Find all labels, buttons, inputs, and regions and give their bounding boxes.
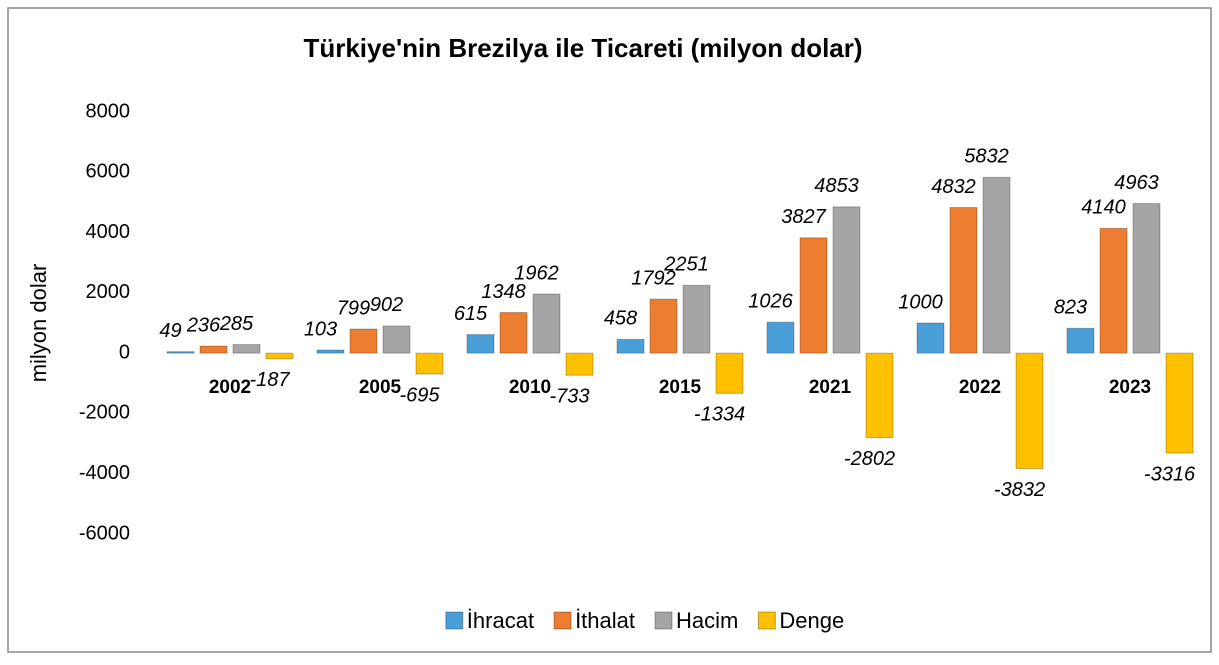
y-tick-label: 0 bbox=[119, 341, 130, 363]
bar bbox=[715, 352, 744, 394]
data-label: -1334 bbox=[694, 404, 745, 426]
data-label: 103 bbox=[304, 318, 337, 340]
bar bbox=[532, 293, 561, 354]
legend-label: Denge bbox=[779, 608, 844, 633]
bar bbox=[415, 352, 444, 375]
data-label: 1026 bbox=[748, 290, 793, 312]
bar bbox=[832, 206, 861, 354]
bar bbox=[265, 352, 294, 360]
bar bbox=[1099, 227, 1128, 354]
bar bbox=[949, 206, 978, 354]
data-label: 902 bbox=[370, 294, 403, 316]
data-label: 3827 bbox=[781, 206, 826, 228]
y-tick-label: -2000 bbox=[79, 402, 130, 424]
bar bbox=[982, 176, 1011, 354]
bar bbox=[565, 352, 594, 376]
bar bbox=[316, 349, 345, 354]
data-label: -187 bbox=[249, 369, 290, 391]
data-label: 1792 bbox=[631, 267, 676, 289]
data-label: 285 bbox=[219, 313, 254, 335]
legend-swatch bbox=[553, 611, 572, 630]
x-tick-label: 2021 bbox=[809, 377, 852, 398]
data-label: 1348 bbox=[481, 281, 526, 303]
x-tick-label: 2002 bbox=[209, 377, 251, 398]
bar bbox=[682, 284, 711, 354]
bar bbox=[1165, 352, 1194, 454]
legend-label: İthalat bbox=[575, 608, 635, 633]
legend-label: İhracat bbox=[467, 608, 534, 633]
bar bbox=[649, 298, 678, 354]
bar bbox=[916, 322, 945, 354]
bar bbox=[349, 328, 378, 354]
legend-swatch bbox=[654, 611, 673, 630]
bar bbox=[466, 334, 495, 354]
x-tick-label: 2005 bbox=[359, 377, 402, 398]
data-label: 823 bbox=[1054, 297, 1087, 319]
y-tick-label: 8000 bbox=[86, 100, 131, 122]
data-label: -2802 bbox=[844, 448, 895, 470]
data-label: 236 bbox=[186, 314, 221, 336]
bar bbox=[166, 351, 195, 354]
x-tick-label: 2022 bbox=[959, 377, 1001, 398]
chart-frame bbox=[7, 7, 1212, 653]
bar bbox=[616, 338, 645, 354]
data-label: 799 bbox=[337, 297, 370, 319]
x-tick-label: 2023 bbox=[1109, 377, 1151, 398]
y-axis-label: milyon dolar bbox=[26, 264, 51, 383]
y-tick-label: 2000 bbox=[86, 281, 131, 303]
data-label: -695 bbox=[399, 384, 440, 406]
data-label: 1962 bbox=[514, 262, 559, 284]
data-label: -3316 bbox=[1144, 463, 1196, 485]
bar bbox=[499, 312, 528, 354]
data-label: 4963 bbox=[1114, 172, 1159, 194]
data-label: 2251 bbox=[663, 254, 709, 276]
bar bbox=[766, 321, 795, 354]
bar bbox=[1066, 327, 1095, 354]
data-label: 615 bbox=[454, 303, 488, 325]
data-label: 1000 bbox=[898, 291, 943, 313]
data-label: 4140 bbox=[1081, 197, 1126, 219]
bar bbox=[382, 325, 411, 354]
data-label: 458 bbox=[604, 308, 637, 330]
data-label: 49 bbox=[159, 320, 181, 342]
x-tick-label: 2015 bbox=[659, 377, 702, 398]
legend-swatch bbox=[445, 611, 464, 630]
data-label: 4853 bbox=[814, 175, 859, 197]
bar bbox=[865, 352, 894, 439]
y-tick-label: 4000 bbox=[86, 221, 131, 243]
data-label: 5832 bbox=[964, 146, 1009, 168]
bar bbox=[232, 344, 261, 354]
x-tick-label: 2010 bbox=[509, 377, 551, 398]
legend-label: Hacim bbox=[676, 608, 738, 633]
data-label: -733 bbox=[549, 386, 589, 408]
y-tick-label: -4000 bbox=[79, 462, 130, 484]
bar bbox=[1132, 203, 1161, 354]
y-tick-label: -6000 bbox=[79, 522, 130, 544]
legend-swatch bbox=[757, 611, 776, 630]
data-label: 4832 bbox=[931, 176, 976, 198]
chart-title: Türkiye'nin Brezilya ile Ticareti (milyo… bbox=[303, 33, 862, 63]
bar bbox=[199, 345, 228, 354]
y-tick-label: 6000 bbox=[86, 161, 131, 183]
bar bbox=[1015, 352, 1044, 470]
data-label: -3832 bbox=[994, 479, 1045, 501]
bar bbox=[799, 237, 828, 354]
